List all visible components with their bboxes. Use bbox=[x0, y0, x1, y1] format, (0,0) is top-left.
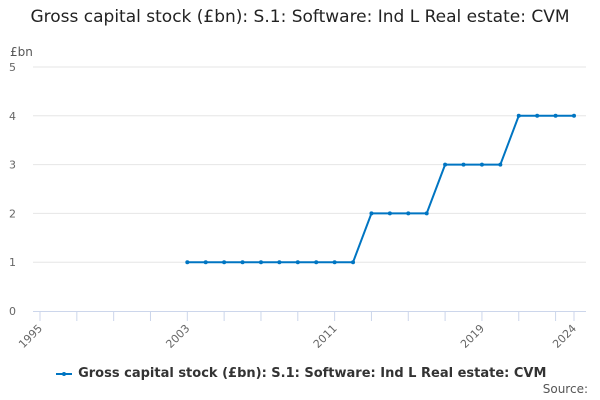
data-point bbox=[424, 211, 429, 216]
data-point bbox=[295, 260, 300, 265]
x-tick-label: 1995 bbox=[16, 322, 45, 351]
data-point bbox=[185, 260, 190, 265]
data-point bbox=[240, 260, 245, 265]
y-tick-label: 2 bbox=[9, 207, 16, 220]
y-axis-label: £bn bbox=[10, 45, 33, 59]
data-point bbox=[351, 260, 356, 265]
chart-title: Gross capital stock (£bn): S.1: Software… bbox=[30, 7, 570, 27]
data-point bbox=[369, 211, 374, 216]
x-tick-label: 2024 bbox=[550, 322, 579, 351]
legend[interactable]: Gross capital stock (£bn): S.1: Software… bbox=[0, 366, 600, 381]
y-tick-label: 5 bbox=[9, 61, 16, 74]
data-point bbox=[258, 260, 263, 265]
data-point bbox=[516, 113, 521, 118]
data-point bbox=[443, 162, 448, 167]
legend-label: Gross capital stock (£bn): S.1: Software… bbox=[78, 366, 547, 381]
data-point bbox=[277, 260, 282, 265]
data-point bbox=[572, 113, 576, 118]
data-point bbox=[222, 260, 227, 265]
data-point bbox=[387, 211, 392, 216]
data-point bbox=[479, 162, 484, 167]
data-point bbox=[498, 162, 503, 167]
y-tick-label: 3 bbox=[9, 159, 16, 172]
series-line bbox=[187, 114, 574, 264]
y-tick-label: 1 bbox=[9, 256, 16, 269]
data-point bbox=[535, 113, 540, 118]
data-point bbox=[203, 260, 208, 265]
source-label: Source: bbox=[542, 382, 588, 396]
y-tick-label: 0 bbox=[9, 305, 16, 318]
x-tick-label: 2019 bbox=[458, 322, 487, 351]
y-tick-label: 4 bbox=[9, 110, 16, 123]
data-point bbox=[314, 260, 319, 265]
x-tick-label: 2011 bbox=[311, 322, 340, 351]
data-point bbox=[406, 211, 411, 216]
data-point bbox=[461, 162, 466, 167]
x-tick-label: 2003 bbox=[163, 322, 192, 351]
data-point bbox=[332, 260, 337, 265]
data-point bbox=[553, 113, 558, 118]
legend-line-icon bbox=[55, 371, 72, 376]
